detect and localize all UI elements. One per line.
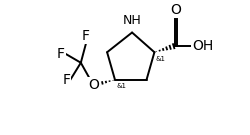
Text: NH: NH [122, 14, 141, 27]
Text: O: O [88, 78, 98, 92]
Text: OH: OH [192, 39, 213, 53]
Text: F: F [62, 73, 70, 87]
Text: &1: &1 [154, 55, 164, 62]
Text: F: F [57, 47, 65, 60]
Text: &1: &1 [116, 83, 126, 89]
Text: F: F [82, 29, 90, 43]
Text: O: O [170, 3, 181, 17]
